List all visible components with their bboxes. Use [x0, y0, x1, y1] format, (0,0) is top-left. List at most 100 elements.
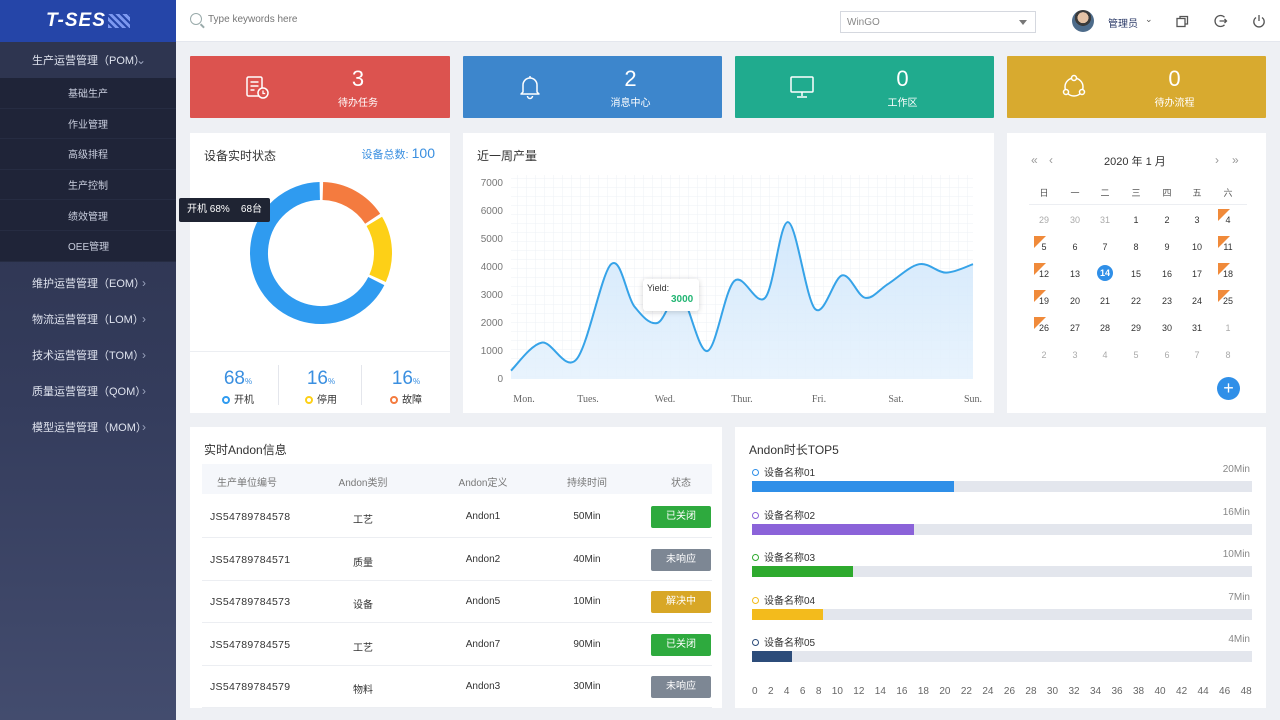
- nav-group-tom[interactable]: 技术运营管理（TOM） ›: [0, 337, 176, 373]
- stat-card-messages[interactable]: 2 消息中心: [463, 56, 722, 118]
- stat-card-workflow[interactable]: 0 待办流程: [1007, 56, 1266, 118]
- status-button[interactable]: 已关闭: [651, 633, 711, 656]
- cell-def: Andon5: [465, 596, 501, 607]
- stat-card-todo[interactable]: 3 待办任务: [190, 56, 450, 118]
- calendar-day[interactable]: 6: [1072, 242, 1078, 252]
- legend-unit: %: [245, 377, 253, 386]
- next-month-icon[interactable]: ›: [1215, 153, 1219, 167]
- nav-group-eom[interactable]: 维护运营管理（EOM） ›: [0, 265, 176, 301]
- status-button[interactable]: 已关闭: [651, 506, 711, 528]
- stat-card-workspace[interactable]: 0 工作区: [735, 56, 994, 118]
- calendar-day[interactable]: 24: [1191, 296, 1202, 306]
- subnav-item-job-management[interactable]: 作业管理: [0, 109, 176, 140]
- table-row[interactable]: JS54789784573 设备 Andon5 10Min 解决中: [202, 581, 712, 623]
- calendar-day[interactable]: 6: [1164, 350, 1170, 360]
- calendar-day[interactable]: 23: [1161, 296, 1172, 306]
- col-header: Andon类别: [338, 478, 388, 489]
- calendar-day[interactable]: 16: [1161, 269, 1172, 279]
- search-input[interactable]: [208, 13, 468, 25]
- calendar-day[interactable]: 13: [1069, 269, 1080, 279]
- device-donut-chart: [250, 182, 392, 324]
- y-tick-label: 5000: [481, 234, 504, 245]
- weekday-label: 三: [1131, 188, 1141, 198]
- calendar-day[interactable]: 8: [1225, 350, 1231, 360]
- cell-dur: 50Min: [573, 511, 601, 522]
- legend-dot: [752, 511, 759, 519]
- prev-month-icon[interactable]: ‹: [1049, 153, 1053, 167]
- calendar-day[interactable]: 22: [1130, 296, 1141, 306]
- window-restore-icon[interactable]: [1175, 14, 1189, 28]
- power-icon[interactable]: [1252, 14, 1266, 28]
- table-row[interactable]: JS54789784578 工艺 Andon1 50Min 已关闭: [202, 496, 712, 538]
- legend-unit: %: [328, 377, 336, 386]
- calendar-day[interactable]: 3: [1194, 215, 1200, 225]
- logout-icon[interactable]: [1214, 14, 1228, 28]
- avatar[interactable]: [1072, 10, 1094, 32]
- calendar-day[interactable]: 1: [1133, 215, 1139, 225]
- subnav-item-production-control[interactable]: 生产控制: [0, 170, 176, 201]
- calendar-day[interactable]: 8: [1133, 242, 1139, 252]
- calendar-day[interactable]: 21: [1099, 296, 1110, 306]
- donut-slice-stopped[interactable]: [366, 216, 392, 282]
- calendar-title: 2020 年 1 月: [1104, 156, 1166, 168]
- table-row[interactable]: JS54789784575 工艺 Andon7 90Min 已关闭: [202, 624, 712, 666]
- unit-code: JS54789784575: [210, 638, 291, 651]
- calendar-day[interactable]: 5: [1133, 350, 1139, 360]
- calendar-day[interactable]: 30: [1069, 215, 1080, 225]
- plant-select[interactable]: WinGO: [840, 11, 1036, 33]
- status-button[interactable]: 未响应: [651, 676, 711, 698]
- subnav-item-advanced-scheduling[interactable]: 高级排程: [0, 139, 176, 170]
- table-row[interactable]: JS54789784571 质量 Andon2 40Min 未响应: [202, 539, 712, 581]
- subnav-item-performance[interactable]: 绩效管理: [0, 200, 176, 231]
- subnav-item-oee[interactable]: OEE管理: [0, 231, 176, 262]
- card-title: 设备实时状态: [204, 149, 277, 163]
- yield-line: [510, 221, 974, 372]
- logo[interactable]: T-SES: [0, 0, 176, 42]
- calendar-day[interactable]: 7: [1194, 350, 1200, 360]
- bar-fill: [752, 608, 823, 620]
- device-name: 设备名称05: [752, 634, 815, 649]
- subnav-item-basic-production[interactable]: 基础生产: [0, 78, 176, 109]
- calendar-day[interactable]: 28: [1099, 323, 1110, 333]
- calendar-day[interactable]: 31: [1099, 215, 1110, 225]
- nav-group-mom[interactable]: 模型运营管理（MOM） ›: [0, 409, 176, 445]
- add-event-button[interactable]: +: [1217, 377, 1240, 400]
- calendar-day[interactable]: 15: [1130, 269, 1141, 279]
- calendar-day[interactable]: 2: [1041, 350, 1047, 360]
- calendar-day[interactable]: 29: [1038, 215, 1049, 225]
- calendar-day[interactable]: 7: [1102, 242, 1108, 252]
- nav-group-lom[interactable]: 物流运营管理（LOM） ›: [0, 301, 176, 337]
- user-name[interactable]: 管理员: [1108, 19, 1138, 30]
- duration-value: 10Min: [1222, 549, 1250, 560]
- cell-dur: 10Min: [573, 596, 601, 607]
- calendar-day[interactable]: 1: [1225, 323, 1231, 333]
- calendar-day[interactable]: 2: [1164, 215, 1170, 225]
- calendar-day[interactable]: 9: [1164, 242, 1170, 252]
- calendar-day[interactable]: 31: [1191, 323, 1202, 333]
- col-header: 持续时间: [567, 478, 607, 489]
- calendar-day[interactable]: 20: [1069, 296, 1080, 306]
- search-icon[interactable]: [190, 13, 202, 25]
- status-button[interactable]: 未响应: [651, 548, 711, 571]
- nav-group-qom[interactable]: 质量运营管理（QOM） ›: [0, 373, 176, 409]
- calendar-day[interactable]: 30: [1161, 323, 1172, 333]
- calendar-day[interactable]: 10: [1191, 242, 1202, 252]
- prev-year-icon[interactable]: «: [1031, 153, 1038, 167]
- card-title: 近一周产量: [477, 149, 538, 163]
- table-row[interactable]: JS54789784579 物料 Andon3 30Min 未响应: [202, 666, 712, 708]
- legend-dot: [222, 396, 230, 404]
- calendar-day[interactable]: 29: [1130, 323, 1141, 333]
- next-year-icon[interactable]: »: [1232, 153, 1239, 167]
- donut-slice-fault[interactable]: [322, 182, 381, 225]
- workflow-icon: [1062, 74, 1086, 97]
- cell-type: 物料: [353, 685, 373, 696]
- chevron-down-icon[interactable]: ⌄: [1145, 14, 1153, 24]
- nav-group-pom[interactable]: 生产运营管理（POM） ⌄: [0, 42, 176, 78]
- calendar-day[interactable]: 3: [1072, 350, 1078, 360]
- status-button[interactable]: 解决中: [651, 591, 711, 613]
- calendar-day[interactable]: 17: [1191, 269, 1202, 279]
- donut-slice-on[interactable]: [250, 182, 385, 324]
- calendar-day[interactable]: 27: [1069, 323, 1080, 333]
- calendar-day[interactable]: 4: [1102, 350, 1108, 360]
- calendar-day[interactable]: 14: [1097, 265, 1113, 281]
